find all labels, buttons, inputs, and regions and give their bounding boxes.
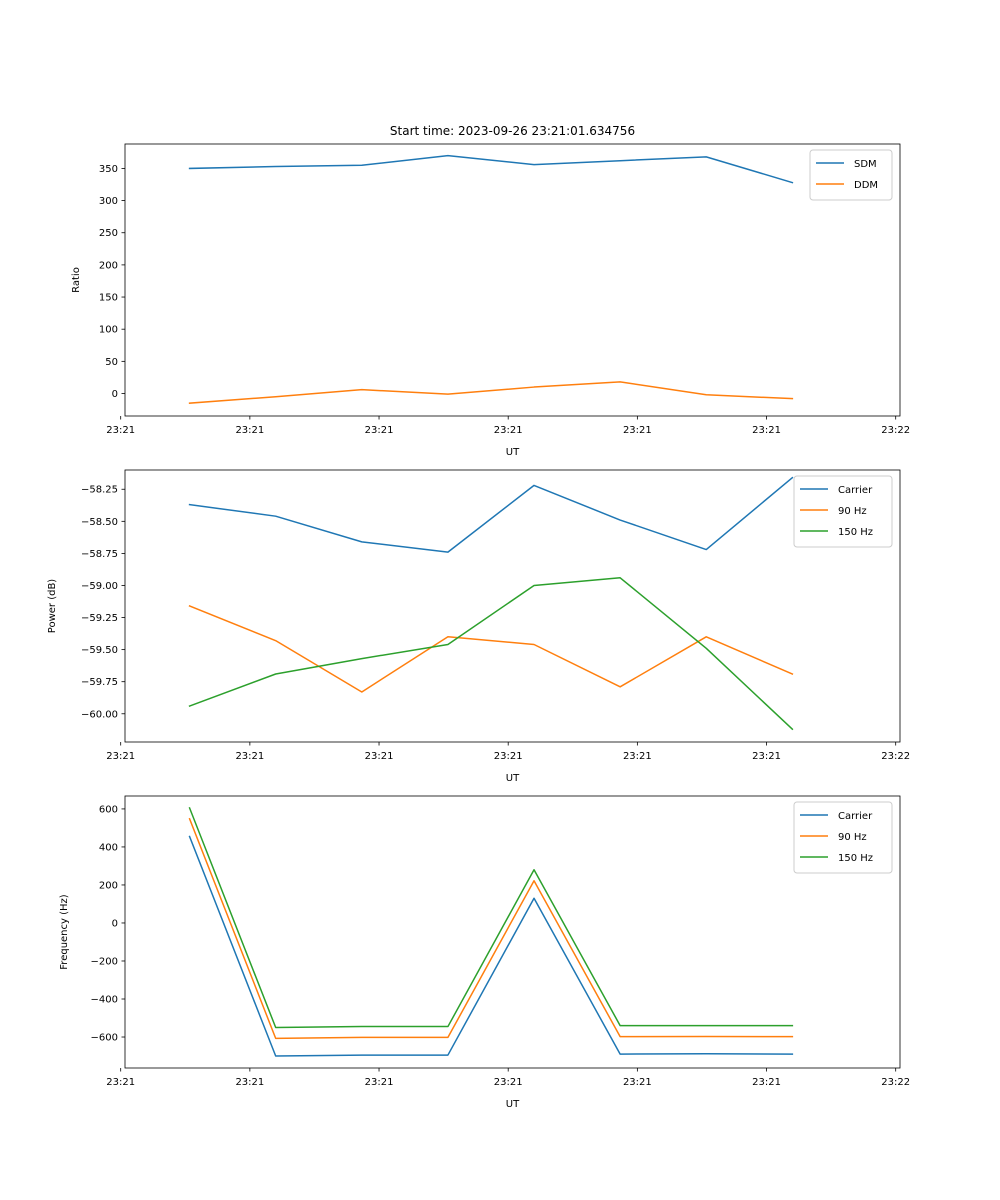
legend-label: Carrier bbox=[838, 485, 873, 496]
series-line-ddm bbox=[188, 381, 794, 404]
y-tick-label: −58.50 bbox=[81, 517, 118, 528]
y-tick-label: −59.75 bbox=[81, 677, 118, 688]
x-tick-label: 23:21 bbox=[106, 751, 135, 762]
x-tick-label: 23:21 bbox=[752, 1077, 781, 1088]
y-tick-label: 50 bbox=[105, 357, 118, 368]
x-tick-label: 23:21 bbox=[235, 751, 264, 762]
y-axis-label: Power (dB) bbox=[47, 579, 58, 634]
subplot-1: 23:21 23:21 23:21 23:21 23:21 23:21 23:22 0 50 10… bbox=[71, 143, 910, 458]
y-tick-label: 0 bbox=[112, 918, 118, 929]
x-tick-label: 23:21 bbox=[494, 751, 523, 762]
x-tick-label: 23:21 bbox=[494, 425, 523, 436]
y-tick-label: −200 bbox=[91, 956, 118, 967]
y-tick-label: 350 bbox=[99, 164, 118, 175]
y-tick-label: 0 bbox=[112, 389, 118, 400]
x-tick-label: 23:22 bbox=[881, 1077, 910, 1088]
legend: Carrier 90 Hz 150 Hz bbox=[793, 801, 893, 874]
series-line-150-hz bbox=[188, 577, 794, 731]
x-tick-label: 23:21 bbox=[106, 1077, 135, 1088]
legend-label: 150 Hz bbox=[838, 527, 873, 538]
legend-label: 90 Hz bbox=[838, 832, 867, 843]
legend-label: DDM bbox=[854, 180, 878, 191]
x-tick-label: 23:21 bbox=[752, 425, 781, 436]
y-tick-label: −400 bbox=[91, 995, 118, 1006]
x-axis-label: UT bbox=[506, 447, 520, 458]
x-tick-label: 23:21 bbox=[623, 751, 652, 762]
chart-title: Start time: 2023-09-26 23:21:01.634756 bbox=[390, 124, 635, 138]
y-tick-label: −59.25 bbox=[81, 613, 118, 624]
y-axis-label: Frequency (Hz) bbox=[59, 894, 70, 970]
y-tick-label: −600 bbox=[91, 1033, 118, 1044]
y-tick-label: 400 bbox=[99, 842, 118, 853]
x-tick-label: 23:21 bbox=[752, 751, 781, 762]
y-tick-label: −58.25 bbox=[81, 485, 118, 496]
y-tick-label: −59.50 bbox=[81, 645, 118, 656]
plot-frame bbox=[124, 143, 901, 417]
series-line-150-hz bbox=[188, 806, 794, 1029]
series-line-carrier bbox=[188, 476, 794, 553]
x-tick-label: 23:21 bbox=[623, 425, 652, 436]
plots: 23:21 23:21 23:21 23:21 23:21 23:21 23:22 0 50 10… bbox=[47, 143, 910, 1110]
legend: Carrier 90 Hz 150 Hz bbox=[793, 475, 893, 548]
plot-frame bbox=[124, 795, 901, 1069]
subplot-2: 23:21 23:21 23:21 23:21 23:21 23:21 23:22 −60.0… bbox=[47, 469, 910, 784]
legend-box bbox=[809, 149, 893, 201]
y-tick-label: 250 bbox=[99, 228, 118, 239]
series-line-90-hz bbox=[188, 605, 794, 693]
legend-label: 150 Hz bbox=[838, 853, 873, 864]
series-line-90-hz bbox=[188, 817, 794, 1040]
legend: SDM DDM bbox=[809, 149, 893, 201]
x-tick-label: 23:21 bbox=[365, 425, 394, 436]
x-axis-label: UT bbox=[506, 773, 520, 784]
y-tick-label: 200 bbox=[99, 880, 118, 891]
x-tick-label: 23:21 bbox=[365, 751, 394, 762]
y-tick-label: −58.75 bbox=[81, 549, 118, 560]
x-tick-label: 23:22 bbox=[881, 751, 910, 762]
x-axis-label: UT bbox=[506, 1099, 520, 1110]
legend-label: 90 Hz bbox=[838, 506, 867, 517]
y-tick-label: 300 bbox=[99, 196, 118, 207]
subplot-3: 23:21 23:21 23:21 23:21 23:21 23:21 23:22 −600 −… bbox=[59, 795, 910, 1110]
x-tick-label: 23:21 bbox=[494, 1077, 523, 1088]
x-tick-label: 23:22 bbox=[881, 425, 910, 436]
legend-box bbox=[793, 801, 893, 874]
x-tick-label: 23:21 bbox=[365, 1077, 394, 1088]
plot-frame bbox=[124, 469, 901, 743]
series-line-sdm bbox=[188, 154, 794, 184]
y-tick-label: 200 bbox=[99, 260, 118, 271]
legend-box bbox=[793, 475, 893, 548]
y-tick-label: 150 bbox=[99, 293, 118, 304]
legend-label: SDM bbox=[854, 159, 877, 170]
x-tick-label: 23:21 bbox=[623, 1077, 652, 1088]
y-tick-label: −59.00 bbox=[81, 581, 118, 592]
y-tick-label: −60.00 bbox=[81, 709, 118, 720]
series-line-carrier bbox=[188, 835, 794, 1057]
x-tick-label: 23:21 bbox=[235, 1077, 264, 1088]
x-tick-label: 23:21 bbox=[106, 425, 135, 436]
x-tick-label: 23:21 bbox=[235, 425, 264, 436]
y-tick-label: 100 bbox=[99, 325, 118, 336]
legend-label: Carrier bbox=[838, 811, 873, 822]
y-axis-label: Ratio bbox=[71, 267, 82, 293]
y-tick-label: 600 bbox=[99, 804, 118, 815]
